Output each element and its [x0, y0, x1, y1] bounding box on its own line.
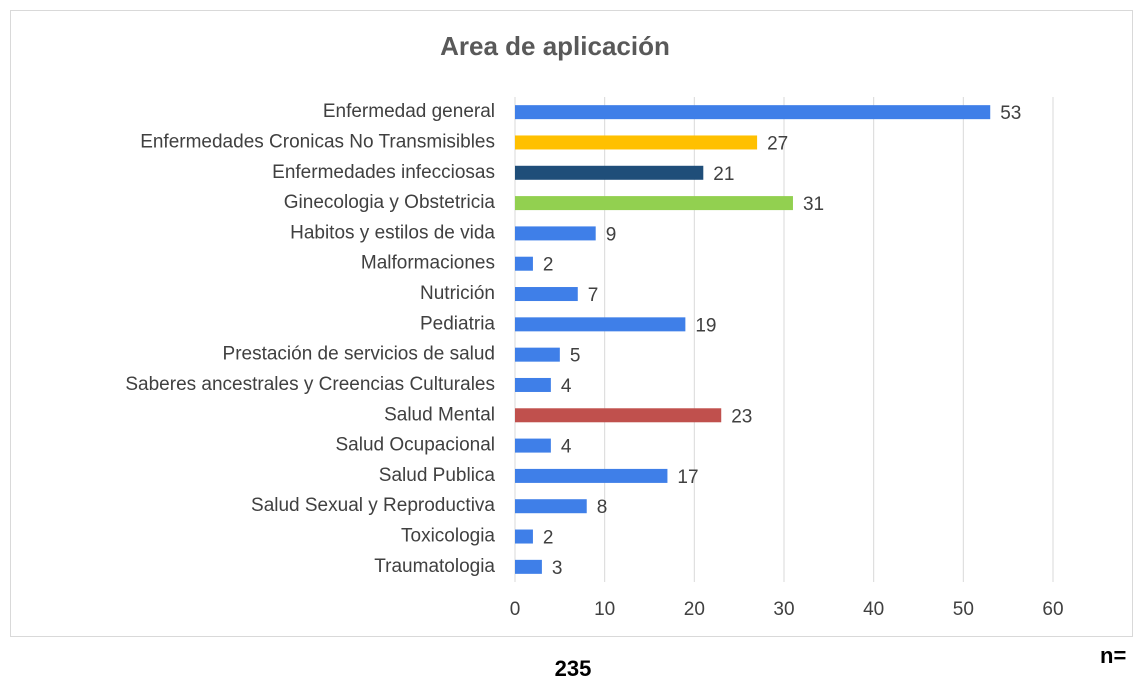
x-tick-label: 20: [684, 599, 705, 620]
x-tick-label: 50: [953, 599, 974, 620]
y-tick-label: Ginecologia y Obstetricia: [284, 192, 496, 213]
y-tick-label: Malformaciones: [361, 253, 495, 274]
x-tick-label: 0: [510, 599, 521, 620]
y-tick-label: Salud Publica: [379, 465, 496, 486]
data-label: 53: [1000, 103, 1021, 124]
bar: [515, 499, 587, 514]
bar: [515, 196, 793, 211]
data-label: 3: [552, 558, 563, 579]
y-tick-label: Salud Sexual y Reproductiva: [251, 495, 495, 516]
bar: [515, 438, 551, 453]
y-tick-label: Prestación de servicios de salud: [223, 344, 495, 365]
data-label: 31: [803, 194, 824, 215]
y-tick-label: Pediatria: [420, 313, 495, 334]
data-label: 9: [606, 224, 617, 245]
data-label: 4: [561, 437, 572, 458]
data-label: 4: [561, 376, 572, 397]
data-label: 7: [588, 285, 599, 306]
x-tick-label: 10: [594, 599, 615, 620]
data-label: 2: [543, 528, 554, 549]
data-label: 2: [543, 255, 554, 276]
bar: [515, 408, 722, 423]
annotation: n=: [1100, 643, 1126, 668]
bar: [515, 165, 704, 180]
chart-title: Area de aplicación: [440, 31, 670, 61]
y-tick-label: Salud Ocupacional: [336, 435, 496, 456]
data-label: 5: [570, 346, 581, 367]
annotation: 235: [555, 656, 592, 681]
bar: [515, 529, 533, 544]
data-label: 19: [695, 315, 716, 336]
data-label: 17: [677, 467, 698, 488]
y-tick-label: Nutrición: [420, 283, 495, 304]
data-label: 27: [767, 133, 788, 154]
x-tick-label: 60: [1042, 599, 1063, 620]
bar: [515, 347, 560, 362]
data-label: 21: [713, 164, 734, 185]
y-tick-label: Saberes ancestrales y Creencias Cultural…: [125, 374, 495, 395]
bar: [515, 468, 668, 483]
data-label: 8: [597, 497, 608, 518]
y-tick-label: Traumatologia: [374, 556, 495, 577]
bar: [515, 226, 596, 241]
y-tick-label: Enfermedades Cronicas No Transmisibles: [140, 131, 495, 152]
bar: [515, 287, 578, 302]
x-tick-label: 30: [773, 599, 794, 620]
y-tick-label: Salud Mental: [384, 404, 495, 425]
bar: [515, 559, 542, 574]
data-label: 23: [731, 406, 752, 427]
y-tick-label: Habitos y estilos de vida: [290, 222, 495, 243]
bar: [515, 377, 551, 392]
bar: [515, 317, 686, 332]
y-tick-label: Enfermedad general: [323, 101, 495, 122]
bar: [515, 256, 533, 271]
bar: [515, 105, 991, 120]
bar: [515, 135, 758, 150]
x-tick-label: 40: [863, 599, 884, 620]
y-tick-label: Enfermedades infecciosas: [272, 162, 495, 183]
y-tick-label: Toxicologia: [401, 526, 495, 547]
